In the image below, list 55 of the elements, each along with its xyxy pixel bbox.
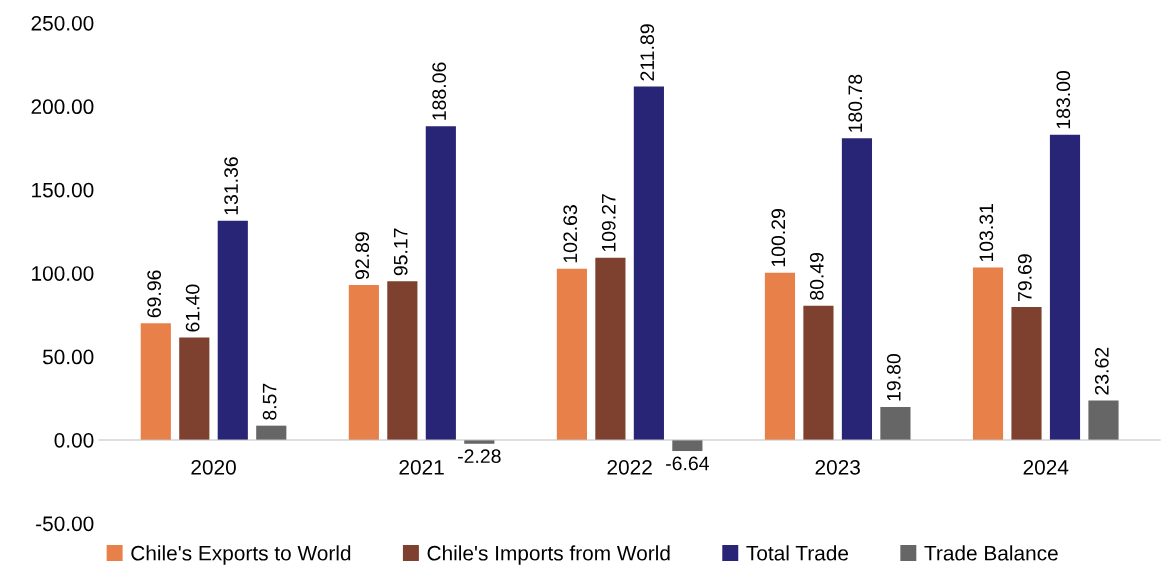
bar bbox=[348, 284, 379, 440]
x-tick-label: 2022 bbox=[607, 459, 652, 475]
x-tick-label: 2023 bbox=[815, 459, 860, 475]
bar bbox=[880, 406, 911, 440]
data-label: 183.00 bbox=[1056, 70, 1071, 129]
y-tick-label: 200.00 bbox=[31, 99, 94, 115]
bar bbox=[672, 439, 703, 452]
bar bbox=[256, 425, 287, 440]
bar bbox=[841, 138, 873, 440]
bar bbox=[387, 281, 418, 440]
data-label: 131.36 bbox=[224, 157, 238, 215]
bar bbox=[1011, 307, 1042, 440]
data-label: 79.69 bbox=[1017, 254, 1032, 302]
x-tick-label: 2024 bbox=[1023, 459, 1069, 475]
bar bbox=[633, 86, 664, 440]
bar bbox=[425, 126, 456, 440]
bar bbox=[556, 268, 587, 440]
data-label: -2.28 bbox=[458, 449, 501, 464]
y-tick-label: 100.00 bbox=[32, 266, 94, 281]
data-label: 102.63 bbox=[563, 205, 578, 263]
data-label: -6.64 bbox=[666, 456, 709, 471]
y-tick-label: 150.00 bbox=[32, 182, 94, 198]
data-label: 19.80 bbox=[886, 354, 901, 401]
y-tick-label: 0.00 bbox=[54, 432, 94, 448]
data-label: 211.89 bbox=[640, 24, 655, 81]
x-tick-label: 2020 bbox=[191, 459, 236, 475]
data-label: 61.40 bbox=[185, 284, 200, 332]
data-label: 8.57 bbox=[262, 383, 277, 420]
bar bbox=[764, 272, 796, 440]
data-label: 92.89 bbox=[355, 232, 370, 280]
data-label: 23.62 bbox=[1094, 347, 1109, 395]
bar bbox=[1049, 134, 1081, 440]
bar bbox=[1088, 400, 1119, 440]
legend-label: Chile's Exports to World bbox=[131, 545, 351, 565]
bar bbox=[803, 305, 834, 440]
bar bbox=[217, 220, 248, 440]
data-label: 80.49 bbox=[809, 252, 824, 300]
data-label: 100.29 bbox=[771, 209, 786, 267]
x-tick-label: 2021 bbox=[399, 459, 444, 475]
bar bbox=[595, 257, 626, 440]
bar bbox=[972, 267, 1004, 440]
y-tick-label: 250.00 bbox=[31, 15, 94, 31]
legend-label: Trade Balance bbox=[924, 545, 1058, 561]
data-label: 103.31 bbox=[979, 204, 994, 262]
data-label: 69.96 bbox=[147, 270, 162, 318]
y-tick-label: 50.00 bbox=[42, 349, 94, 365]
data-label: 188.06 bbox=[432, 62, 447, 120]
y-tick-label: -50.00 bbox=[36, 516, 94, 532]
bar bbox=[179, 337, 210, 440]
data-label: 95.17 bbox=[393, 228, 408, 276]
bar bbox=[140, 323, 171, 440]
legend-label: Total Trade bbox=[746, 545, 849, 561]
data-label: 109.27 bbox=[601, 194, 616, 252]
legend-label: Chile's Imports from World bbox=[427, 545, 670, 565]
data-label: 180.78 bbox=[848, 74, 863, 132]
